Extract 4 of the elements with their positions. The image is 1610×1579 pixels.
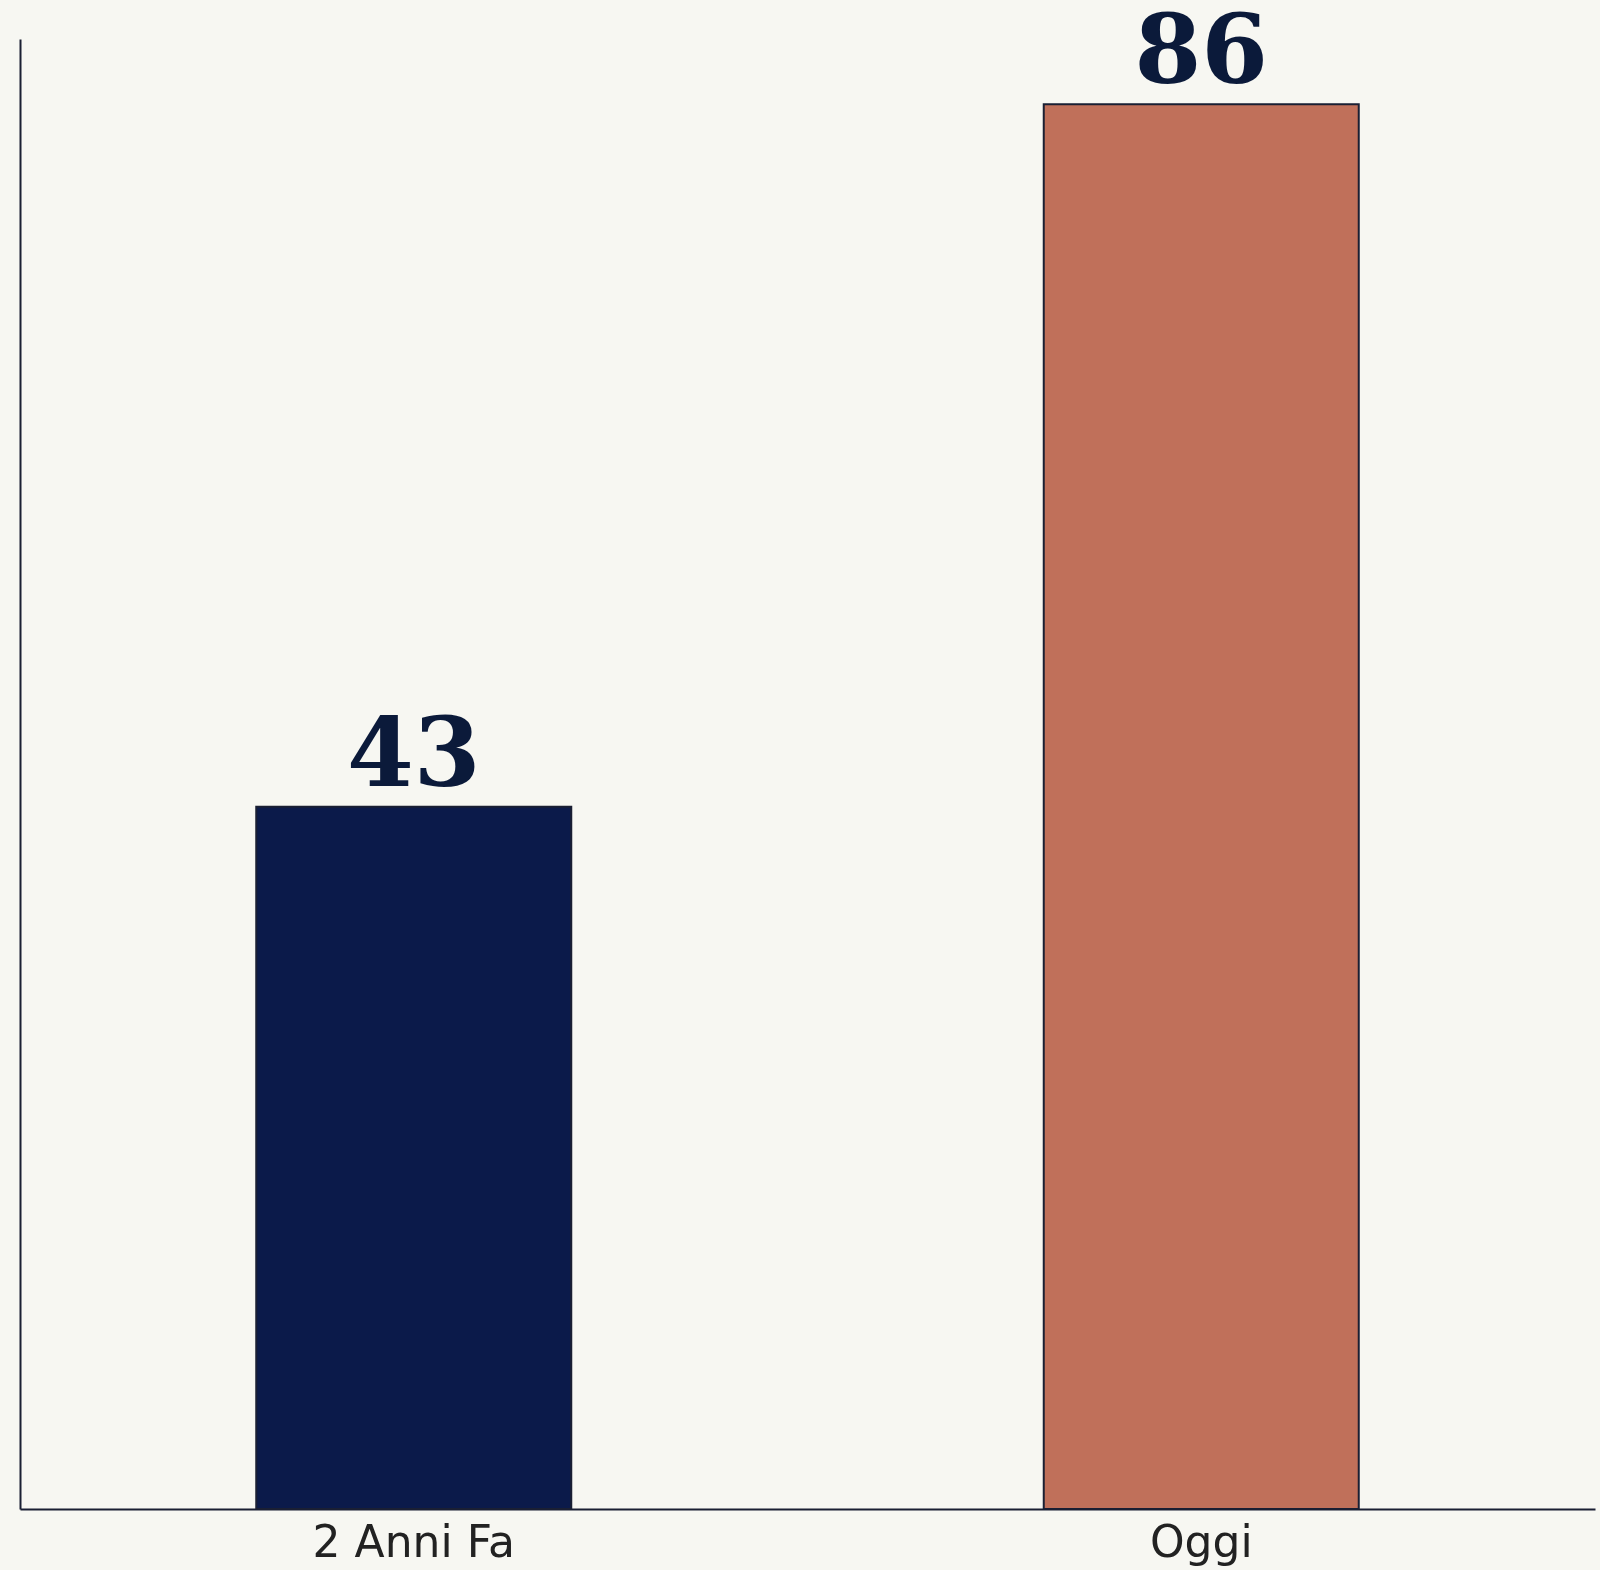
x-tick-label: Oggi — [1149, 1515, 1253, 1567]
x-tick-label: 2 Anni Fa — [312, 1515, 515, 1567]
data-label: 43 — [346, 695, 481, 809]
data-label: 86 — [1134, 0, 1269, 107]
